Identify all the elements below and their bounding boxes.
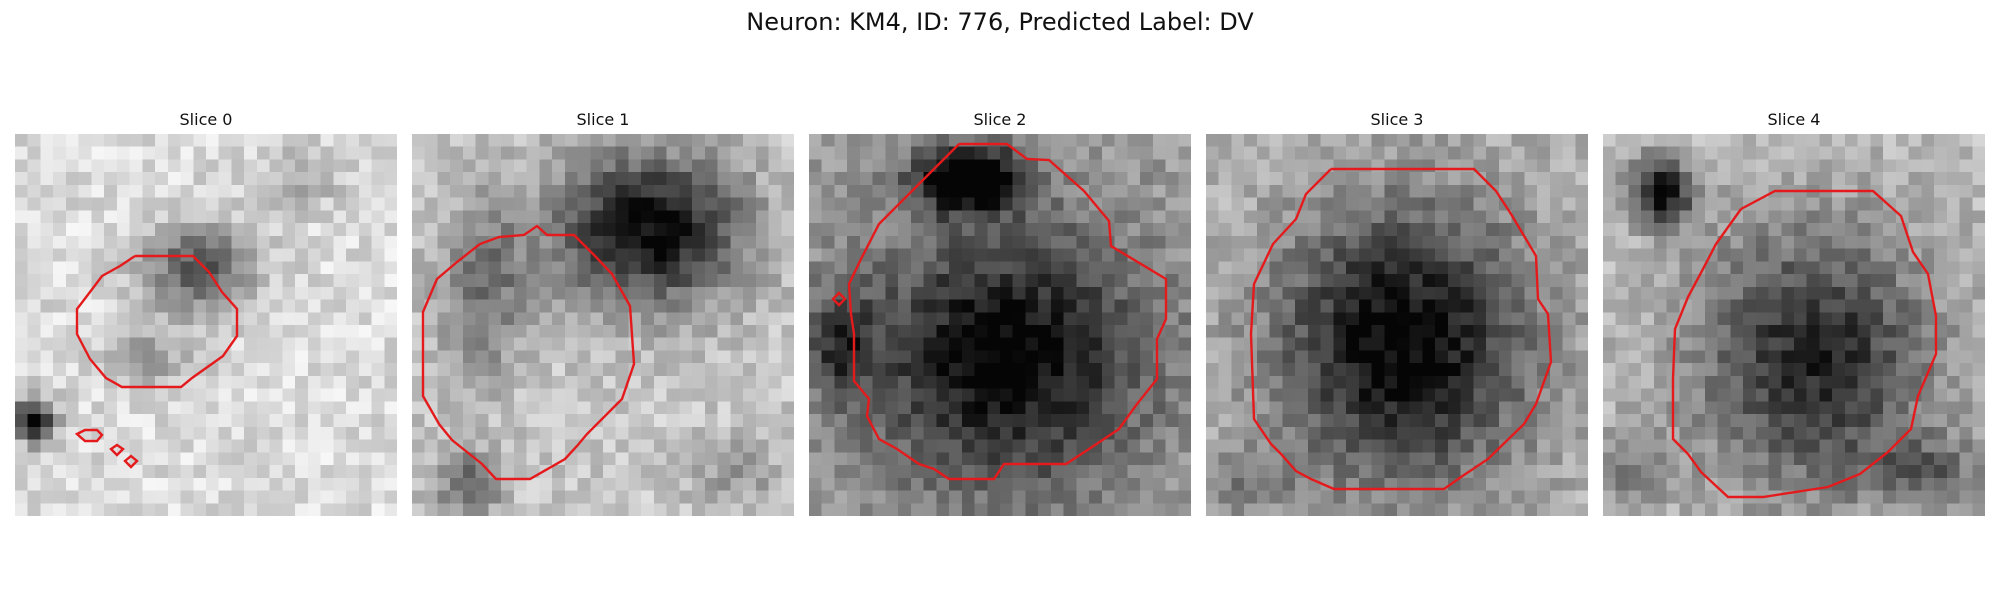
slice-title-1: Slice 1 [576, 110, 630, 129]
slice-image-0 [15, 134, 397, 516]
slice-title-2: Slice 2 [973, 110, 1027, 129]
slice-title-0: Slice 0 [179, 110, 233, 129]
slice-panel-2: Slice 2 [809, 110, 1191, 516]
segmentation-contour-2 [831, 142, 1168, 481]
grayscale-micrograph-4 [1603, 134, 1985, 516]
segmentation-contour-3 [1249, 167, 1553, 491]
slice-panel-4: Slice 4 [1603, 110, 1985, 516]
figure-title: Neuron: KM4, ID: 776, Predicted Label: D… [746, 8, 1254, 36]
slice-title-4: Slice 4 [1767, 110, 1821, 129]
slice-image-4 [1603, 134, 1985, 516]
slice-panel-1: Slice 1 [412, 110, 794, 516]
grayscale-micrograph-0 [15, 134, 397, 516]
grayscale-micrograph-2 [809, 134, 1191, 516]
segmentation-contour-0 [74, 254, 239, 469]
slice-image-1 [412, 134, 794, 516]
slice-panel-3: Slice 3 [1206, 110, 1588, 516]
grayscale-micrograph-1 [412, 134, 794, 516]
slice-image-2 [809, 134, 1191, 516]
segmentation-contour-4 [1671, 189, 1938, 499]
slice-title-3: Slice 3 [1370, 110, 1424, 129]
slice-panel-0: Slice 0 [15, 110, 397, 516]
segmentation-contour-1 [421, 224, 636, 481]
grayscale-micrograph-3 [1206, 134, 1588, 516]
slice-image-3 [1206, 134, 1588, 516]
